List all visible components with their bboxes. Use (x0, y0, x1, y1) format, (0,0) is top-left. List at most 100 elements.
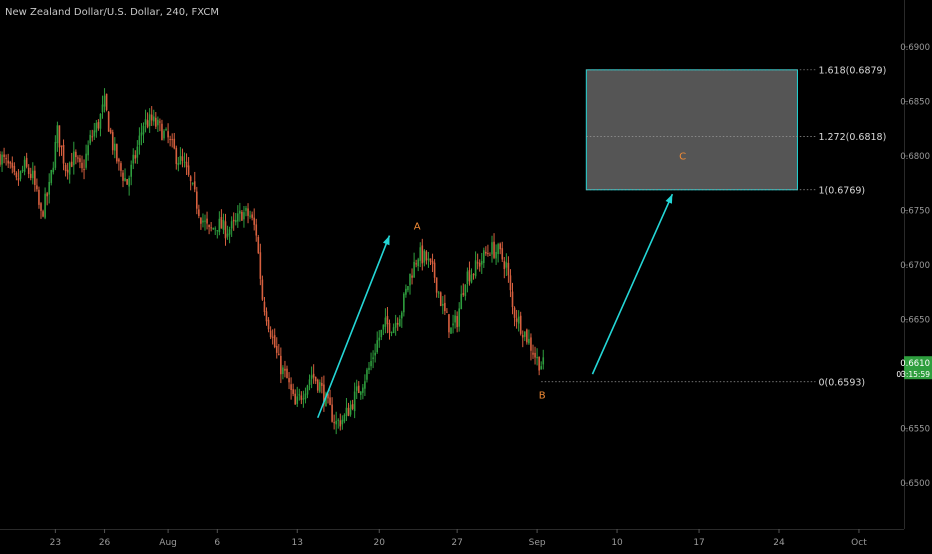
candle-body (206, 218, 208, 224)
candle (415, 259, 417, 268)
candle-body (237, 213, 239, 222)
candle (247, 203, 249, 224)
candle (448, 313, 450, 339)
candle-body (450, 327, 452, 334)
candle (144, 109, 147, 133)
candle (517, 310, 520, 332)
candle-body (300, 395, 303, 400)
candle-body (513, 307, 516, 318)
candle-body (366, 369, 368, 380)
candle (101, 95, 104, 119)
candle (509, 269, 512, 298)
candle-body (507, 262, 510, 276)
candle (450, 327, 452, 335)
candle-body (474, 260, 477, 277)
candle (109, 127, 112, 135)
candle (384, 308, 387, 334)
candle-body (245, 207, 247, 211)
candle (524, 331, 526, 342)
candle-body (384, 317, 387, 327)
candle (390, 331, 393, 337)
candle-body (448, 314, 450, 333)
candle-body (21, 169, 24, 172)
candle-body (364, 381, 366, 389)
candle (179, 147, 182, 165)
candle (351, 399, 354, 411)
candle (474, 251, 477, 279)
candle (40, 202, 42, 219)
candle (314, 376, 317, 385)
candle-body (105, 93, 108, 111)
candle-body (429, 258, 432, 262)
candle (134, 150, 137, 164)
candle-body (93, 130, 96, 137)
candle-body (81, 162, 83, 169)
candle-body (7, 160, 9, 164)
candle-body (325, 393, 327, 407)
candle-body (372, 357, 374, 359)
candle (198, 204, 200, 219)
candle (226, 225, 229, 240)
candle-body (42, 211, 44, 217)
candle-body (462, 293, 465, 295)
candle-body (222, 219, 225, 230)
y-tick-label: 0.6800 (900, 152, 930, 162)
candle (95, 120, 98, 138)
candle-body (52, 167, 55, 173)
candle (396, 317, 399, 331)
candle-body (521, 334, 524, 338)
candle-body (425, 251, 428, 261)
candle-body (107, 111, 110, 132)
candle (3, 147, 5, 164)
candle (521, 330, 524, 348)
candle (150, 106, 153, 126)
candle (419, 242, 422, 268)
candle (97, 119, 100, 131)
candle (355, 379, 358, 400)
candle-body (456, 316, 458, 328)
candle-body (60, 145, 63, 148)
x-tick-label: 24 (773, 538, 785, 548)
candle (519, 311, 522, 336)
candle-body (415, 263, 417, 265)
candle (312, 364, 315, 384)
candle-body (478, 262, 481, 267)
candle-body (275, 345, 278, 353)
candle (292, 383, 294, 397)
candle-body (120, 163, 122, 171)
candle (75, 149, 77, 165)
candle (17, 169, 20, 186)
price-axis[interactable]: 0.65000.65500.66000.66500.67000.67500.68… (896, 43, 932, 489)
candle-body (460, 293, 463, 310)
candle (66, 162, 69, 180)
candle-body (263, 301, 266, 312)
candle-body (468, 270, 471, 282)
candle (435, 277, 438, 298)
candle-body (413, 261, 415, 278)
candle (302, 390, 305, 408)
candle (152, 109, 155, 126)
candle-body (114, 143, 116, 151)
time-axis[interactable]: 23 26 Aug 6 13 20 27 Sep 10 17 24 Oct (50, 529, 868, 548)
candle-body (495, 252, 497, 259)
x-tick-label: 17 (693, 538, 704, 548)
candle-body (452, 323, 454, 326)
fib-level-label: 1.272(0.6818) (818, 132, 886, 143)
candle (347, 402, 350, 417)
candle (167, 123, 169, 144)
chart-title: New Zealand Dollar/U.S. Dollar, 240, FXC… (5, 7, 219, 18)
candle-body (75, 151, 77, 158)
wave-label-a: A (414, 221, 421, 232)
candle (177, 156, 180, 172)
candle-body (444, 302, 446, 312)
candle (29, 167, 32, 181)
candle (485, 246, 487, 256)
candle-body (11, 162, 14, 168)
candle-body (466, 271, 469, 285)
trend-arrow-head (382, 235, 390, 246)
candle-body (126, 178, 128, 185)
last-price-label: 0.6610 (900, 359, 930, 369)
candle (54, 135, 57, 171)
